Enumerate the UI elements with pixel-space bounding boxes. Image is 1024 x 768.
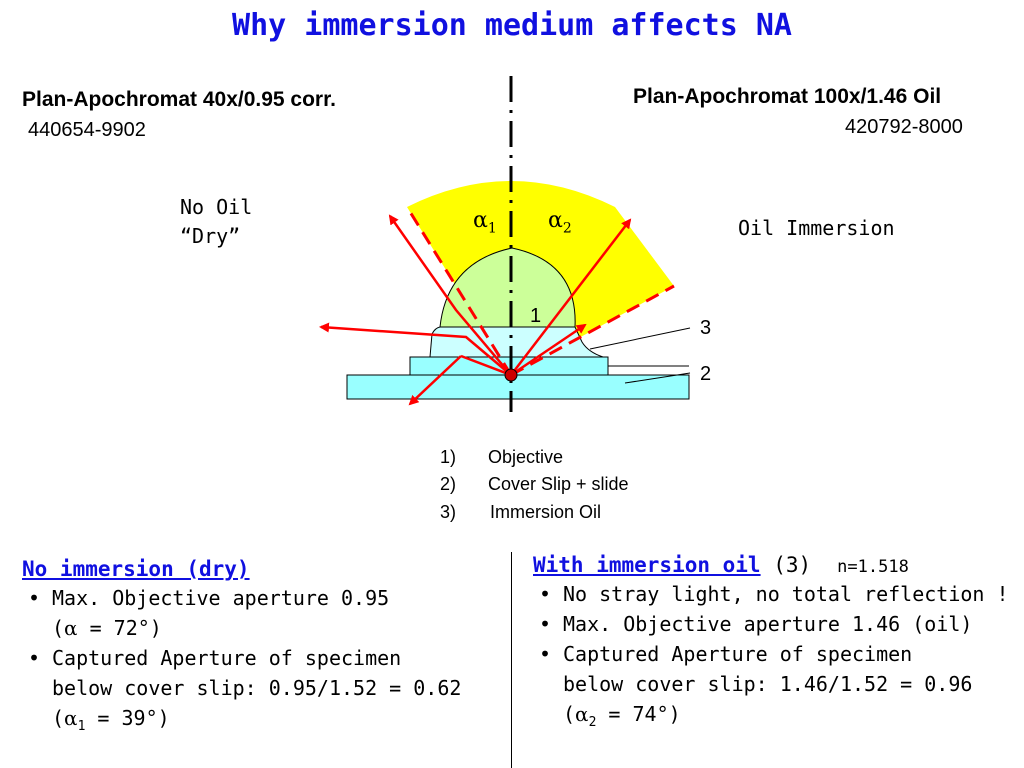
legend-item: 2) Cover Slip + slide <box>440 474 629 494</box>
dry-bullet-aperture: Max. Objective aperture 0.95 (α = 72°) <box>22 583 507 643</box>
dry-quote-label: “Dry” <box>180 224 241 248</box>
alpha1-label: α1 <box>473 208 497 237</box>
dry-heading: No immersion (dry) <box>22 557 250 581</box>
oil-bullet-stray-light: No stray light, no total reflection ! <box>533 579 1023 609</box>
ray-dry-3 <box>460 354 512 377</box>
dry-bullet-captured: Captured Aperture of specimen below cove… <box>22 643 507 742</box>
oil-refractive-index: n=1.518 <box>837 557 909 577</box>
oil-bullet-aperture: Max. Objective aperture 1.46 (oil) <box>533 609 1023 639</box>
dry-column: No immersion (dry) Max. Objective apertu… <box>22 557 507 742</box>
glass-slide <box>346 374 690 400</box>
alpha2-label: α2 <box>548 208 572 237</box>
callout-1: 1 <box>530 305 542 327</box>
ray-dry-1 <box>388 214 512 376</box>
oil-column: With immersion oil (3)n=1.518 No stray l… <box>533 553 1023 738</box>
callout-3: 3 <box>700 317 712 339</box>
focus-point <box>504 368 518 382</box>
legend-item: 1) Objective <box>440 447 564 467</box>
right-objective-number: 420792-8000 <box>845 116 963 138</box>
objective-lens <box>439 247 576 328</box>
ray-oil-1 <box>510 218 632 376</box>
column-divider <box>511 552 512 768</box>
slide-title: Why immersion medium affects NA <box>232 8 792 43</box>
oil-heading: With immersion oil <box>533 553 761 577</box>
oil-heading-row: With immersion oil (3) n=1.518 <box>533 553 909 577</box>
oil-immersion-label: Oil Immersion <box>738 216 895 240</box>
oil-bullet-captured: Captured Aperture of specimen below cove… <box>533 639 1023 738</box>
legend-item: 3) Immersion Oil <box>440 502 602 522</box>
ray-dry-2 <box>319 322 512 376</box>
callout-2: 2 <box>700 363 712 385</box>
ray-oil-2 <box>510 323 587 377</box>
dry-label: No Oil <box>180 195 253 219</box>
left-objective-number: 440654-9902 <box>28 119 146 141</box>
left-objective-name: Plan-Apochromat 40x/0.95 corr. <box>22 88 336 111</box>
ray-dry-reflect <box>408 355 462 406</box>
right-objective-name: Plan-Apochromat 100x/1.46 Oil <box>633 85 942 108</box>
